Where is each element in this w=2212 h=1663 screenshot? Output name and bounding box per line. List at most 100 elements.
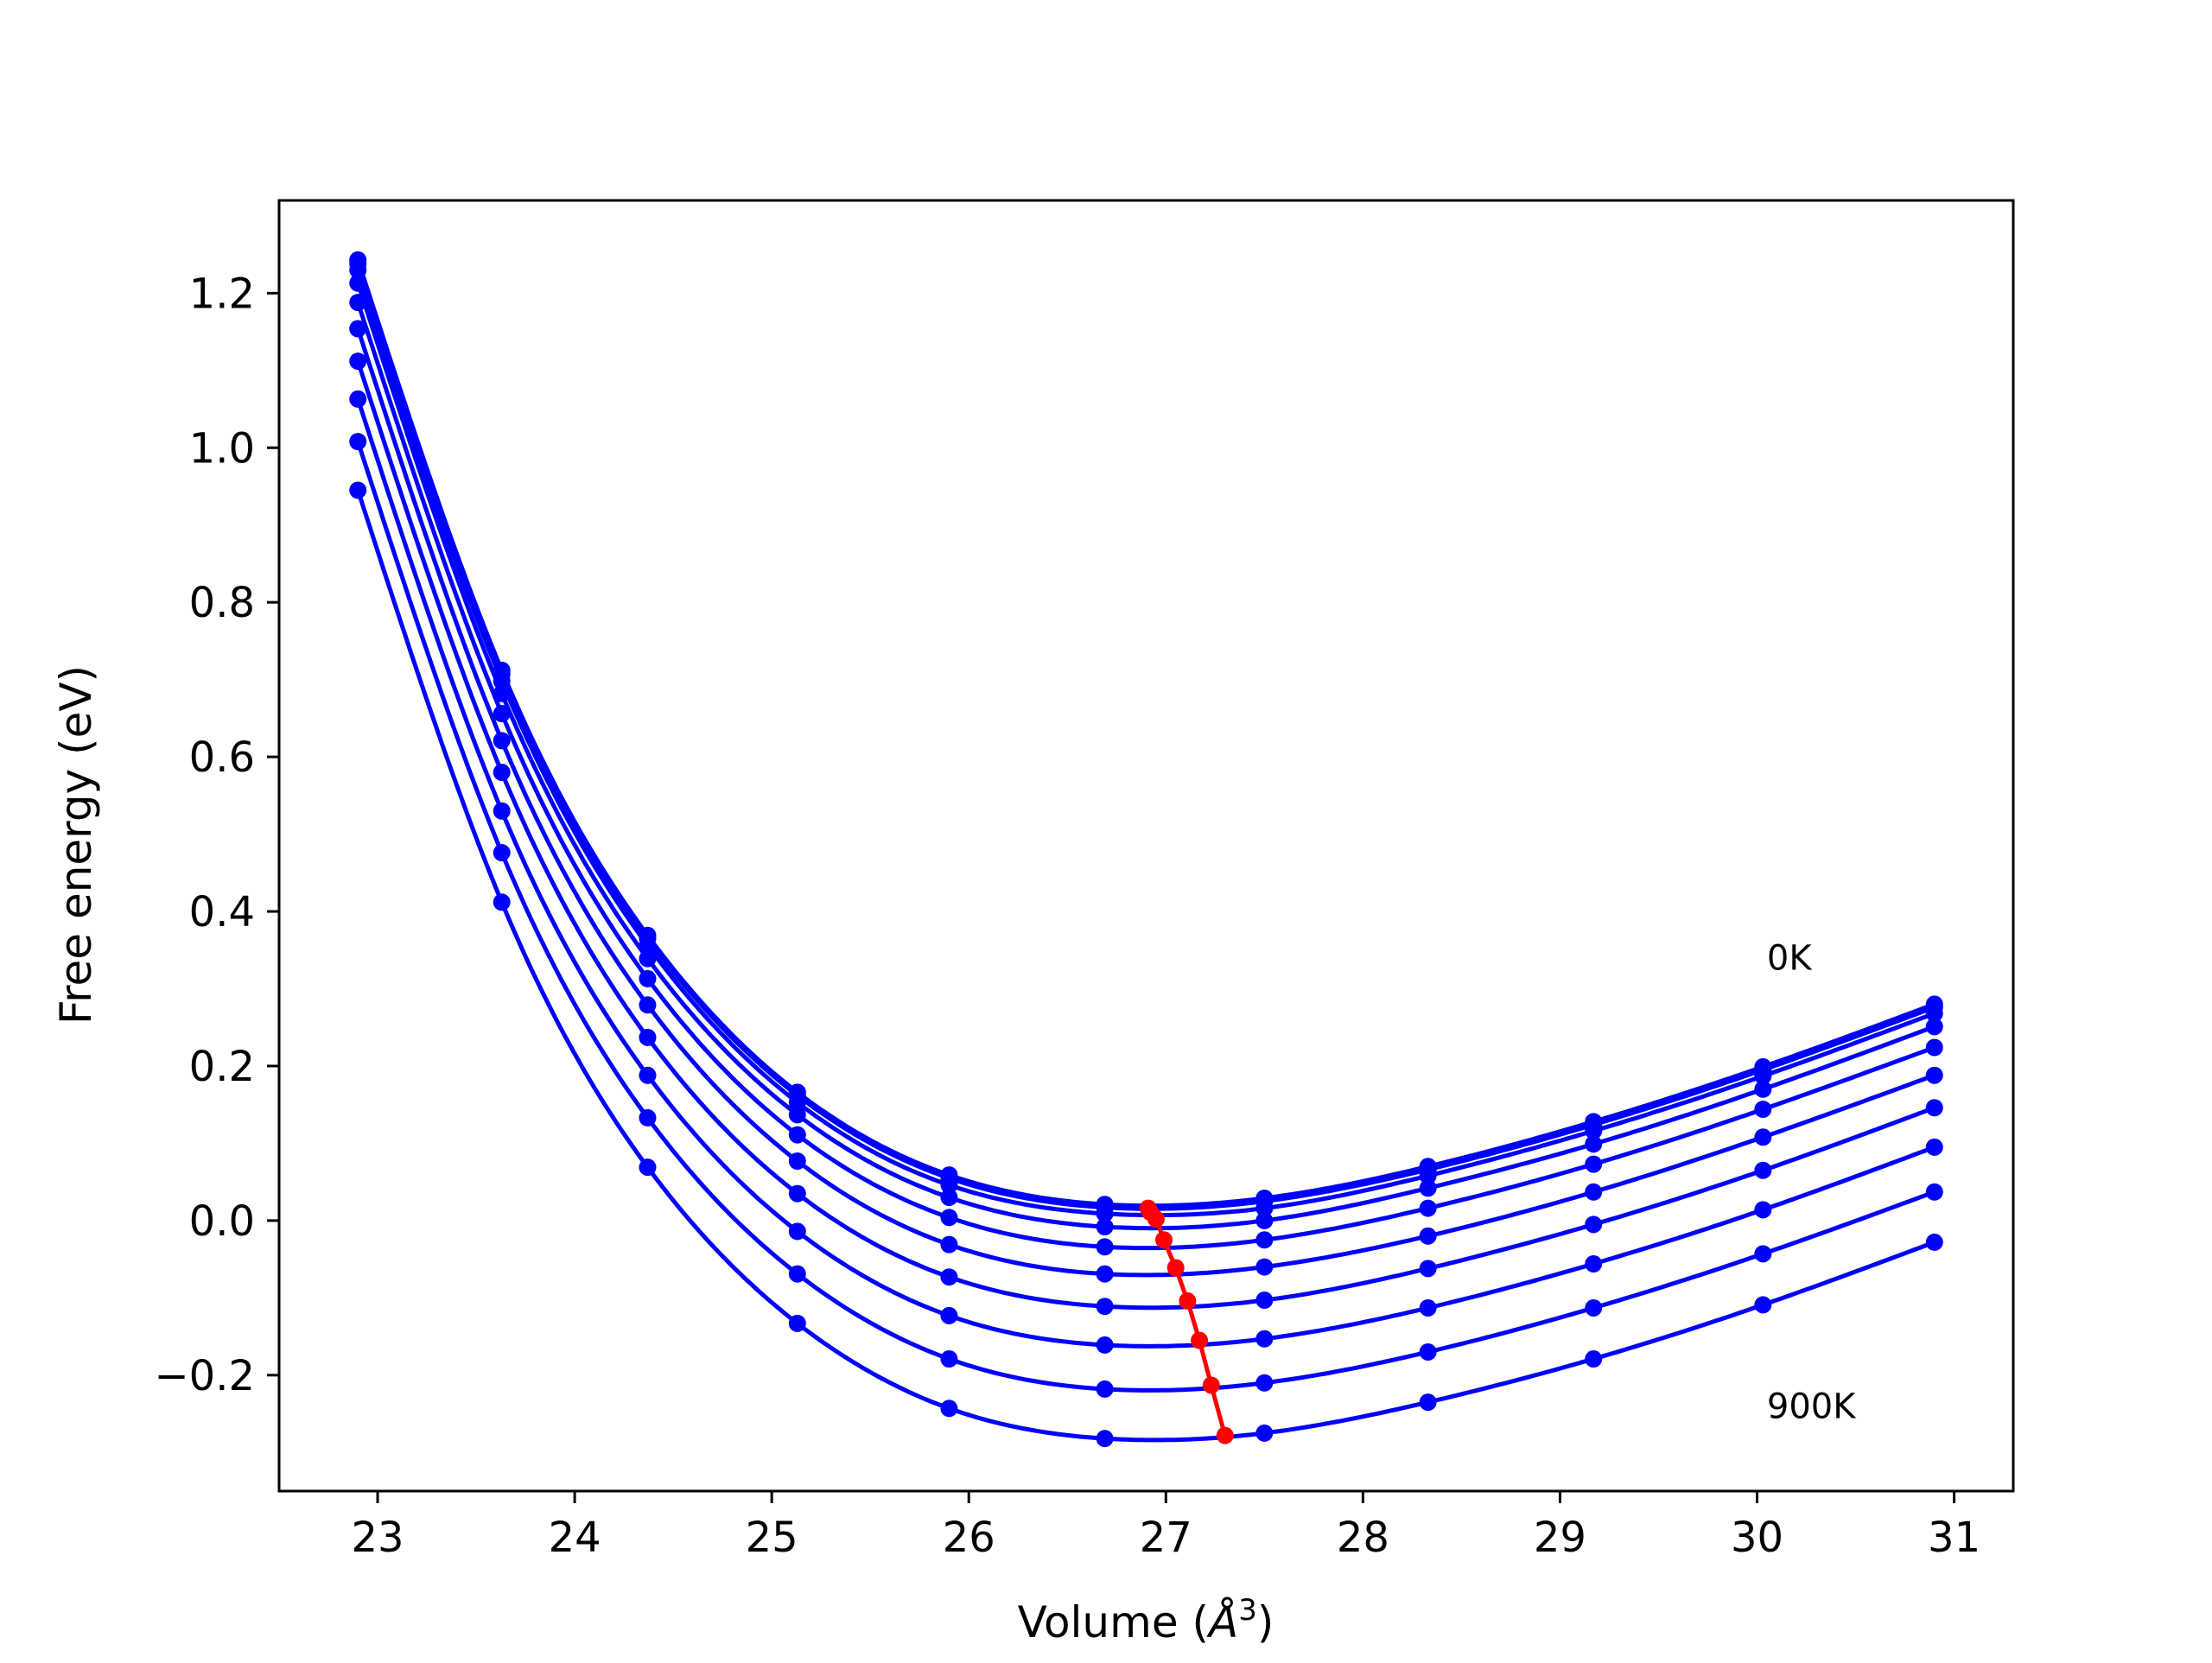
series-8-point-2 (639, 1108, 657, 1127)
y-tick-label-4: 0.6 (189, 733, 255, 782)
series-7-point-5 (1096, 1336, 1114, 1354)
series-3-point-7 (1419, 1179, 1437, 1197)
series-7-point-6 (1255, 1330, 1274, 1348)
y-ticks: −0.2 0.0 0.2 0.4 0.6 0.8 1.0 1.2 (154, 270, 279, 1400)
series-8-curve (355, 441, 1936, 1393)
series-1-curve (355, 263, 1936, 1211)
annotation-1: 900K (1767, 1387, 1857, 1427)
series-8-point-6 (1255, 1374, 1274, 1392)
series-5-point-2 (639, 996, 657, 1014)
series-2-point-10 (1925, 1005, 1943, 1023)
series-5-point-3 (788, 1152, 806, 1171)
x-tick-label-27: 27 (1140, 1514, 1192, 1562)
series-3-point-10 (1925, 1018, 1943, 1036)
series-9-point-9 (1754, 1296, 1772, 1314)
y-tick-label-5: 0.8 (189, 579, 255, 627)
series-6-point-10 (1925, 1099, 1943, 1117)
series-6-point-2 (639, 1028, 657, 1046)
series-2-point-7 (1419, 1166, 1437, 1184)
series-2-point-9 (1754, 1067, 1772, 1085)
series-6-point-6 (1255, 1292, 1274, 1310)
series-9-point-6 (1255, 1424, 1274, 1442)
plot-marks (349, 251, 1943, 1448)
minima-point-5 (1179, 1292, 1197, 1310)
series-3-point-8 (1585, 1135, 1603, 1153)
minima-point-7 (1202, 1376, 1220, 1394)
series-6-point-4 (940, 1268, 958, 1286)
series-6-curve (355, 360, 1936, 1311)
series-6-point-1 (493, 764, 511, 782)
x-tick-label-31: 31 (1928, 1514, 1980, 1562)
series-9-curve (355, 489, 1936, 1443)
minima-point-3 (1155, 1231, 1173, 1249)
series-7-point-9 (1754, 1201, 1772, 1219)
series-7-point-8 (1585, 1254, 1603, 1273)
series-4-point-8 (1585, 1155, 1603, 1173)
series-7-point-0 (349, 390, 367, 408)
y-axis-label: Free energy (eV) (51, 665, 101, 1025)
annotations: 0K 900K (1767, 939, 1857, 1427)
series-9-point-7 (1419, 1393, 1437, 1412)
minima-point-4 (1166, 1259, 1185, 1277)
series-7-curve (355, 398, 1936, 1349)
series-7-point-3 (788, 1222, 806, 1241)
series-9-point-1 (493, 893, 511, 911)
series-8-point-3 (788, 1265, 806, 1283)
series-4-point-9 (1754, 1101, 1772, 1119)
series-2-point-0 (349, 261, 367, 279)
series-3-point-3 (788, 1106, 806, 1124)
x-tick-label-28: 28 (1337, 1514, 1389, 1562)
series-8-point-1 (493, 844, 511, 862)
series-8-point-9 (1754, 1245, 1772, 1263)
series-3-curve (355, 282, 1936, 1231)
x-axis-label: Volume (Å3) (1018, 1593, 1274, 1647)
x-tick-label-29: 29 (1534, 1514, 1586, 1562)
x-tick-label-23: 23 (351, 1514, 404, 1562)
series-9-point-0 (349, 481, 367, 499)
series-9-point-2 (639, 1158, 657, 1177)
series-3-point-0 (349, 274, 367, 292)
series-4-point-4 (940, 1209, 958, 1227)
x-tick-label-24: 24 (549, 1514, 601, 1562)
x-tick-label-26: 26 (943, 1514, 995, 1562)
series-5-point-8 (1585, 1183, 1603, 1201)
x-tick-label-30: 30 (1731, 1514, 1783, 1562)
series-8-point-4 (940, 1350, 958, 1368)
series-9-point-4 (940, 1400, 958, 1418)
series-5-point-5 (1096, 1265, 1114, 1283)
series-4-point-0 (349, 294, 367, 312)
series-5-point-4 (940, 1235, 958, 1254)
series-5-point-7 (1419, 1227, 1437, 1245)
series-8-point-8 (1585, 1298, 1603, 1317)
series-0-curve (355, 259, 1936, 1209)
series-5-point-1 (493, 732, 511, 750)
x-axis-label-superscript: 3 (1238, 1593, 1257, 1628)
series-2-point-8 (1585, 1122, 1603, 1140)
series-6-point-0 (349, 352, 367, 371)
y-tick-label-3: 0.4 (189, 888, 255, 936)
series-5-curve (355, 327, 1936, 1278)
series-2-point-6 (1255, 1199, 1274, 1217)
series-6-point-8 (1585, 1216, 1603, 1234)
series-5-point-6 (1255, 1258, 1274, 1276)
x-axis-label-text: Volume ( (1018, 1597, 1209, 1647)
series-6-point-7 (1419, 1260, 1437, 1278)
series-9-point-3 (788, 1314, 806, 1332)
plot-frame (277, 199, 2015, 1493)
minima-point-2 (1147, 1210, 1165, 1228)
y-tick-label-1: 0.0 (189, 1197, 255, 1246)
series-7-point-4 (940, 1306, 958, 1324)
series-5-point-9 (1754, 1128, 1772, 1146)
series-2-curve (355, 269, 1936, 1218)
minima-point-6 (1191, 1331, 1209, 1349)
series-9-point-10 (1925, 1233, 1943, 1251)
series-8-point-7 (1419, 1342, 1437, 1361)
series-8-point-0 (349, 433, 367, 451)
series-3-point-4 (940, 1189, 958, 1207)
series-4-point-2 (639, 969, 657, 987)
series-3-point-9 (1754, 1080, 1772, 1098)
series-2-point-5 (1096, 1204, 1114, 1222)
x-ticks: 23 24 25 26 27 28 29 30 31 (351, 1491, 1980, 1562)
series-5-point-10 (1925, 1066, 1943, 1084)
